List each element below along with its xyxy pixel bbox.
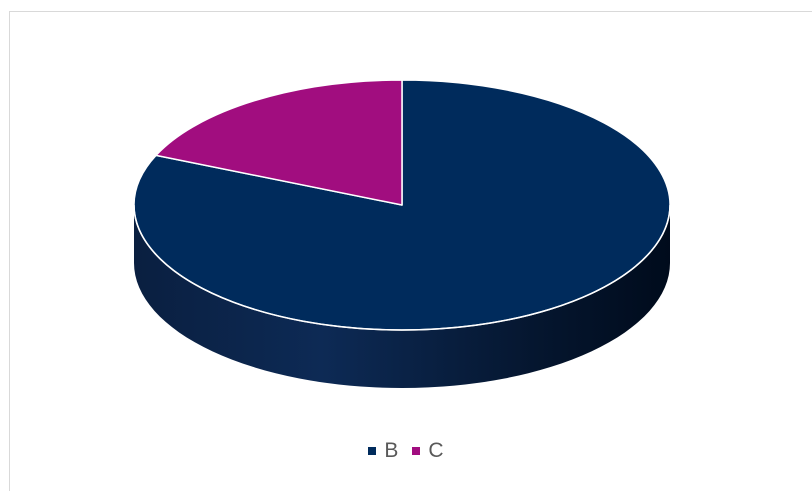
legend-label-c: C bbox=[428, 439, 444, 462]
legend-entry-c: C bbox=[412, 439, 444, 463]
pie-side-wall bbox=[134, 205, 670, 388]
legend: B C bbox=[0, 438, 812, 464]
legend-swatch-b bbox=[368, 447, 377, 455]
pie-chart bbox=[133, 79, 671, 388]
legend-swatch-c bbox=[412, 447, 421, 455]
pie-slice-c[interactable] bbox=[155, 79, 403, 206]
legend-label-b: B bbox=[384, 439, 399, 462]
legend-entry-b: B bbox=[368, 439, 398, 463]
pie-top-rim bbox=[133, 204, 671, 331]
